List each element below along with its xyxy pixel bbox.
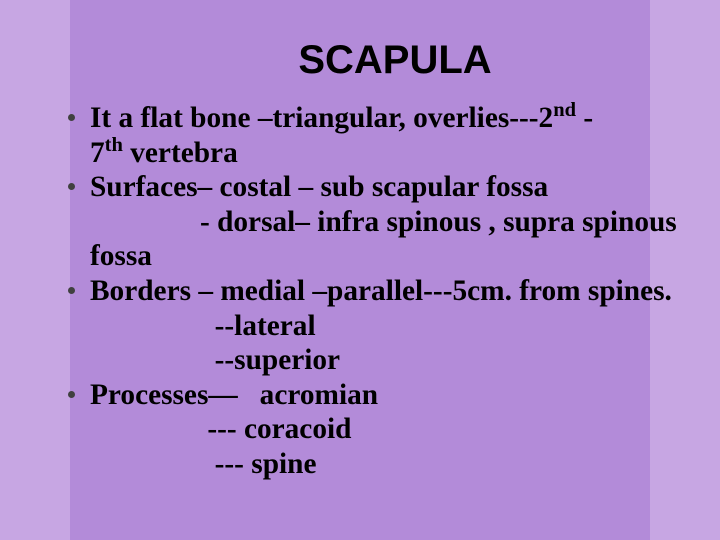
text-line: --- spine	[90, 447, 680, 482]
superscript: th	[105, 134, 123, 156]
text-line: Borders – medial –parallel---5cm. from s…	[90, 275, 672, 307]
text-line: 7th vertebra	[90, 136, 680, 171]
bullet-list: It a flat bone –triangular, overlies---2…	[40, 101, 680, 482]
text-line: --- coracoid	[90, 412, 680, 447]
text-span: It a flat bone –triangular, overlies---2	[90, 102, 553, 134]
list-item: Surfaces– costal – sub scapular fossa - …	[68, 170, 680, 274]
text-span: vertebra	[123, 137, 238, 169]
text-line: Processes— acromian	[90, 379, 378, 411]
superscript: nd	[553, 99, 576, 121]
text-line: --superior	[90, 343, 680, 378]
list-item: Processes— acromian --- coracoid --- spi…	[68, 378, 680, 482]
slide-title: SCAPULA	[110, 38, 680, 83]
list-item: It a flat bone –triangular, overlies---2…	[68, 101, 680, 170]
text-line: Surfaces– costal – sub scapular fossa	[90, 171, 548, 203]
text-span: -	[576, 102, 593, 134]
text-line: - dorsal– infra spinous , supra spinous …	[90, 205, 680, 274]
text-line: --lateral	[90, 309, 680, 344]
text-span: 7	[90, 137, 105, 169]
slide-content: SCAPULA It a flat bone –triangular, over…	[0, 0, 720, 540]
list-item: Borders – medial –parallel---5cm. from s…	[68, 274, 680, 378]
slide: SCAPULA It a flat bone –triangular, over…	[0, 0, 720, 540]
